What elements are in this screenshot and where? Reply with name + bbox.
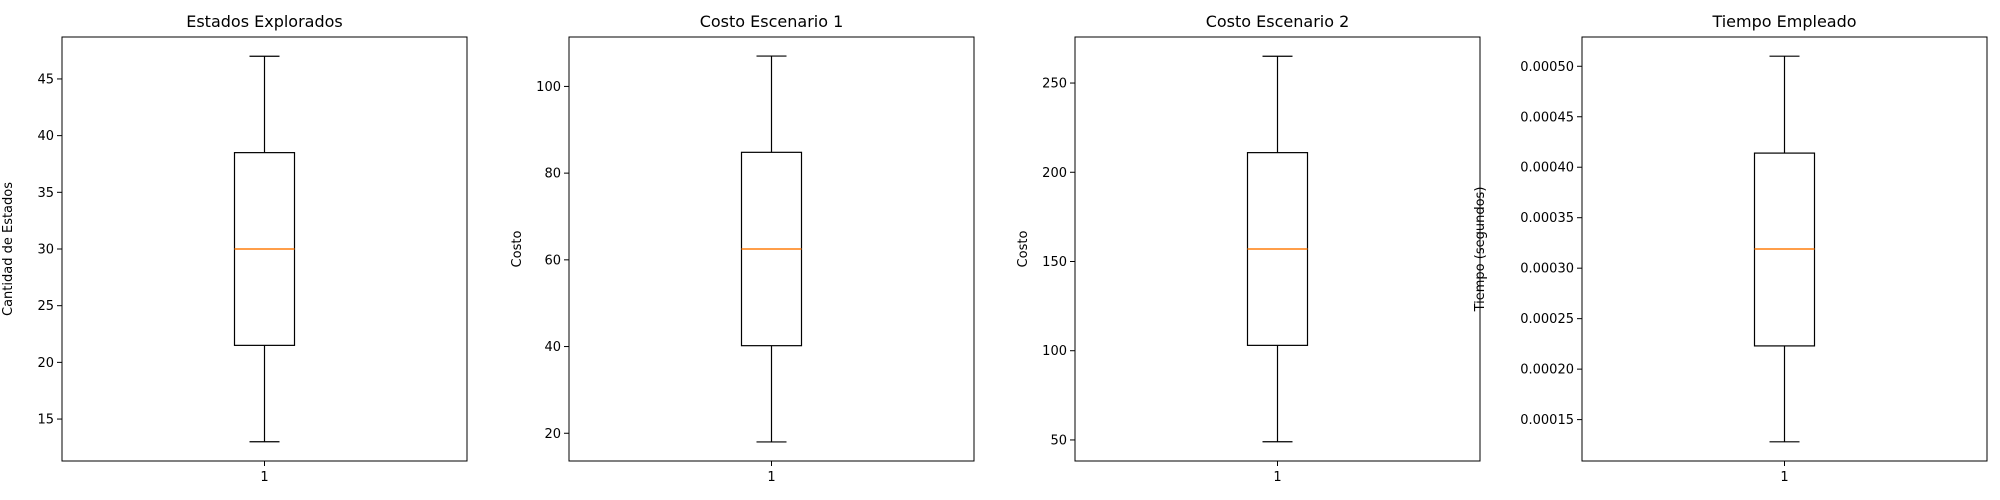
y-tick-label: 150 — [1042, 255, 1067, 270]
chart-panel-1: Estados Explorados Cantidad de Estados 15 2… — [1, 12, 468, 485]
y-tick-label: 40 — [37, 129, 54, 144]
axes-frame — [1581, 36, 1988, 462]
y-tick-label: 0.00015 — [1520, 413, 1574, 428]
chart-title: Tiempo Empleado — [1711, 12, 1856, 31]
axes-frame — [61, 36, 468, 462]
chart-title: Costo Escenario 2 — [1206, 12, 1350, 31]
y-axis-label: Costo — [510, 231, 525, 268]
y-tick-label: 25 — [37, 299, 54, 314]
y-tick-label: 200 — [1042, 166, 1067, 181]
y-tick-label: 100 — [536, 80, 561, 95]
chart-panel-2: Costo Escenario 1 Costo 20 40 60 80 100 1 — [510, 12, 975, 485]
y-tick-label: 60 — [544, 253, 561, 268]
y-tick-label: 250 — [1042, 77, 1067, 92]
y-tick-label: 35 — [37, 186, 54, 201]
x-tick-label: 1 — [767, 470, 775, 485]
y-tick-label: 0.00035 — [1520, 211, 1574, 226]
chart-title: Costo Escenario 1 — [700, 12, 844, 31]
y-axis-label: Tiempo (segundos) — [1473, 187, 1488, 313]
y-tick-label: 50 — [1050, 433, 1067, 448]
y-tick-label: 80 — [544, 167, 561, 182]
y-tick-label: 100 — [1042, 344, 1067, 359]
y-axis-label: Costo — [1016, 231, 1031, 268]
y-tick-label: 0.00025 — [1520, 312, 1574, 327]
axes-frame — [568, 36, 975, 462]
x-tick-label: 1 — [1273, 470, 1281, 485]
chart-panel-3: Costo Escenario 2 Costo 50 100 150 200 250 1 — [1016, 12, 1481, 485]
y-tick-label: 0.00020 — [1520, 363, 1574, 378]
axes-frame — [1074, 36, 1481, 462]
y-tick-label: 40 — [544, 340, 561, 355]
y-axis-label: Cantidad de Estados — [1, 182, 16, 316]
chart-panel-4: Tiempo Empleado Tiempo (segundos) 0.00015 0… — [1473, 12, 1988, 485]
y-tick-label: 30 — [37, 243, 54, 258]
y-tick-label: 20 — [37, 356, 54, 371]
y-tick-label: 0.00050 — [1520, 60, 1574, 75]
y-tick-label: 0.00030 — [1520, 262, 1574, 277]
y-tick-label: 45 — [37, 72, 54, 87]
chart-title: Estados Explorados — [186, 12, 343, 31]
x-tick-label: 1 — [260, 470, 268, 485]
y-tick-label: 20 — [544, 427, 561, 442]
y-tick-label: 0.00040 — [1520, 161, 1574, 176]
y-tick-label: 0.00045 — [1520, 110, 1574, 125]
x-tick-label: 1 — [1780, 470, 1788, 485]
y-tick-label: 15 — [37, 413, 54, 428]
